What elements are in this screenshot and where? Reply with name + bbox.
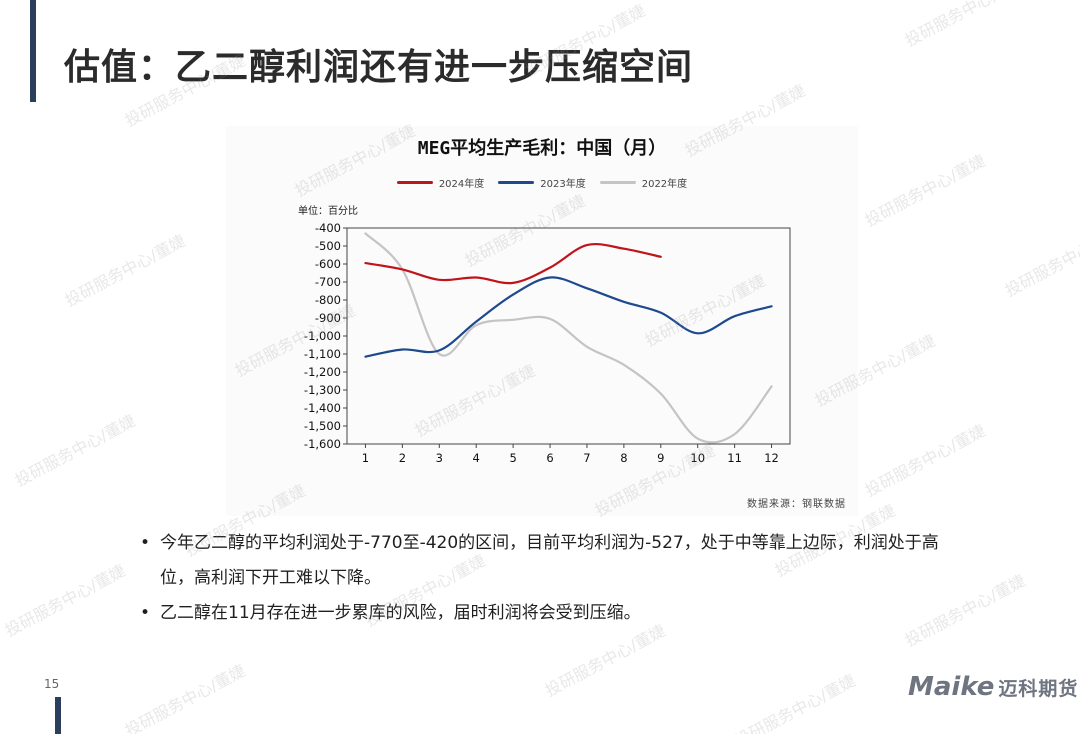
watermark-text: 投研服务中心/董婕 [731,670,859,734]
y-tick-label: -900 [315,311,341,325]
y-tick-label: -800 [315,293,341,307]
series-line-2022年度 [364,232,773,444]
legend-item-2023: 2023年度 [498,175,586,190]
y-tick-label: -1,300 [304,383,341,397]
page-title: 估值：乙二醇利润还有进一步压缩空间 [64,47,694,88]
y-tick-label: -1,400 [304,401,341,415]
legend-swatch-2023 [498,181,535,184]
x-tick-label: 7 [583,451,590,465]
series-line-2023年度 [364,276,773,358]
watermark-text: 投研服务中心/董婕 [11,410,139,491]
x-tick-label: 2 [399,451,406,465]
line-chart: -400 -500 -600 -700 -800 -900 -1,000 -1,100 -1,2… [304,221,791,465]
watermark-text: 投研服务中心/董婕 [1001,220,1080,301]
chart-panel: MEG平均生产毛利：中国（月） 2024年度 2023年度 2022年度 单位：… [226,126,858,516]
legend-label-2022: 2022年度 [641,179,688,190]
legend-swatch-2022 [599,181,636,184]
logo-text: 迈科期货 [998,677,1079,700]
watermark-text: 投研服务中心/董婕 [861,150,989,231]
y-tick-label: -700 [315,275,341,289]
y-tick-label: -1,200 [304,365,341,379]
y-tick-label: -1,600 [304,437,341,451]
y-tick-label: -400 [315,221,341,235]
page-number: 15 [44,677,60,691]
x-tick-label: 5 [509,451,516,465]
legend-item-2024: 2024年度 [396,175,485,190]
x-tick-label: 12 [764,451,779,465]
bullet-item: 今年乙二醇的平均利润处于-770至-420的区间，目前平均利润为-527，处于中… [140,526,940,596]
x-tick-label: 3 [436,451,443,465]
legend-item-2022: 2022年度 [599,175,688,190]
legend-swatch-2024 [396,181,433,184]
y-tick-label: -600 [315,257,341,271]
x-tick-label: 6 [546,451,553,465]
bullet-item: 乙二醇在11月存在进一步累库的风险，届时利润将会受到压缩。 [140,596,940,631]
watermark-text: 投研服务中心/董婕 [901,0,1029,51]
plot-frame [346,227,791,445]
y-tick-label: -500 [315,239,341,253]
series-line-2024年度 [364,242,662,285]
x-tick-label: 4 [473,451,480,465]
y-tick-label: -1,500 [304,419,341,433]
x-tick-label: 8 [620,451,627,465]
y-tick-label: -1,000 [304,329,341,343]
bullet-list: 今年乙二醇的平均利润处于-770至-420的区间，目前平均利润为-527，处于中… [140,526,940,631]
x-tick-label: 10 [690,451,705,465]
y-tick-label: -1,100 [304,347,341,361]
watermark-text: 投研服务中心/董婕 [861,420,989,501]
company-logo: Maike 迈科期货 [908,672,1078,702]
accent-bar-top [30,0,36,102]
logo-mark: Maike [908,672,995,702]
legend-label-2024: 2024年度 [438,179,485,190]
unit-label: 单位：百分比 [298,206,358,217]
watermark-text: 投研服务中心/董婕 [61,230,189,311]
x-tick-label: 9 [657,451,664,465]
legend-label-2023: 2023年度 [540,179,586,190]
chart-legend: 2024年度 2023年度 2022年度 [226,175,858,190]
accent-bar-bottom [55,697,61,734]
source-label: 数据来源：钢联数据 [747,499,846,510]
x-tick-label: 1 [362,451,369,465]
x-tick-label: 11 [727,451,742,465]
watermark-text: 投研服务中心/董婕 [1,560,129,641]
chart-title: MEG平均生产毛利：中国（月） [417,138,667,159]
watermark-text: 投研服务中心/董婕 [121,660,249,734]
